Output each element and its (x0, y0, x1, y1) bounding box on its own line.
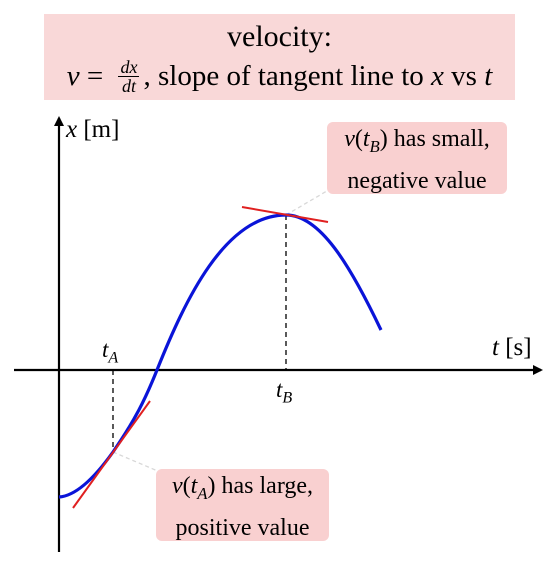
callout-tB: v(tB) has small, negative value (327, 122, 507, 194)
callout-tA-open-paren: ( (182, 473, 191, 499)
tB-label: tB (276, 377, 292, 408)
title-banner: velocity: v = dx dt , slope of tangent l… (44, 14, 515, 100)
callout-tB-subscript: B (369, 136, 380, 156)
tB-label-subscript: B (282, 389, 293, 407)
tangent-line-a (72, 400, 151, 509)
callout-tA-line-2: positive value (175, 514, 310, 541)
position-axis-unit: [m] (77, 116, 120, 143)
title-line-1: velocity: (227, 20, 332, 53)
velocity-symbol: v (66, 60, 80, 93)
callout-tB-open-paren: ( (354, 126, 363, 152)
time-axis-variable: t (492, 334, 499, 361)
title-line-2: v = dx dt , slope of tangent line to x v… (44, 57, 515, 97)
tangent-line-b (241, 206, 329, 223)
fraction-denominator: dt (121, 76, 136, 96)
tA-label-subscript: A (108, 349, 119, 367)
time-axis-unit: [s] (498, 334, 532, 361)
tA-label-main: t (102, 337, 109, 362)
equals-sign: = (86, 60, 104, 93)
callout-tA-line-1: v(tA) has large, (156, 469, 329, 511)
derivative-fraction: dx dt (118, 57, 140, 96)
callout-tA-velocity: v (171, 473, 183, 499)
callout-tA-text: ) has large, (207, 473, 314, 499)
callout-tB-line-2: negative value (347, 167, 487, 194)
callout-tB-line-1: v(tB) has small, (327, 122, 507, 164)
tB-label-main: t (276, 377, 283, 402)
callout-tA: v(tA) has large, positive value (156, 469, 329, 541)
title-description: , slope of tangent line to (143, 60, 432, 93)
tA-label: tA (102, 337, 118, 368)
position-symbol: x (431, 60, 444, 93)
vs-text: vs (443, 60, 485, 93)
callout-a-leader (112, 451, 161, 473)
callout-b-leader (285, 187, 333, 216)
callout-tA-subscript: A (197, 483, 208, 503)
callout-tA-time: t (190, 473, 198, 499)
position-axis-label: x [m] (66, 116, 119, 144)
callout-tB-velocity: v (344, 126, 355, 152)
fraction-numerator: dx (118, 57, 140, 77)
callout-tB-time: t (362, 126, 370, 152)
callout-tB-text: ) has small, (379, 126, 490, 152)
position-axis-variable: x (66, 116, 78, 143)
time-symbol: t (484, 60, 493, 93)
time-axis-label: t [s] (492, 334, 532, 362)
